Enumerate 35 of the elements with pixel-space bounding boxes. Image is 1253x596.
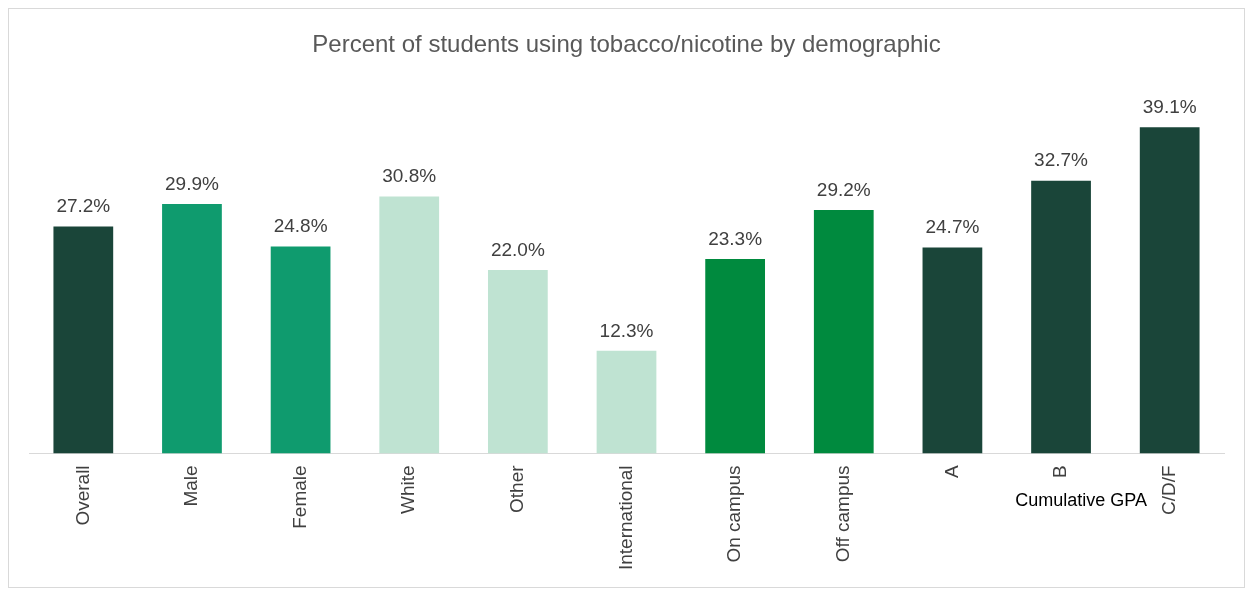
bar [813,209,874,454]
x-tick-label: Off campus [832,465,854,563]
x-tick-label: A [940,465,962,479]
x-tick-label: White [397,465,419,514]
data-label: 12.3% [599,319,654,341]
bar [270,246,331,454]
x-tick-label: Female [288,465,310,529]
data-label: 24.7% [925,216,980,238]
data-label: 29.2% [816,178,871,200]
bar [487,269,548,454]
data-label: 24.8% [273,215,328,237]
x-tick-label: Overall [71,465,93,526]
bar [1031,180,1091,454]
chart-title: Percent of students using tobacco/nicotine by demographic [312,30,941,58]
text: Cumulative GPA [1015,490,1147,511]
x-tick-label: C/D/F [1157,465,1179,516]
bar [705,259,766,454]
x-tick-label: On campus [723,465,745,563]
x-tick-label: International [614,465,636,570]
data-label: 30.8% [382,165,437,187]
bar [162,204,222,454]
data-label: 23.3% [708,227,763,249]
data-label: 29.9% [165,172,219,194]
x-tick-label: Male [180,465,202,507]
bar [596,350,657,454]
bar [53,226,114,454]
data-label: 27.2% [56,195,111,217]
x-tick-label: Other [506,464,528,513]
bar [922,247,983,454]
bar [379,196,440,454]
bar [1139,127,1200,454]
data-label: 39.1% [1142,96,1197,118]
data-label: 22.0% [490,238,545,260]
data-label: 32.7% [1034,149,1089,171]
x-tick-label: B [1049,465,1071,479]
